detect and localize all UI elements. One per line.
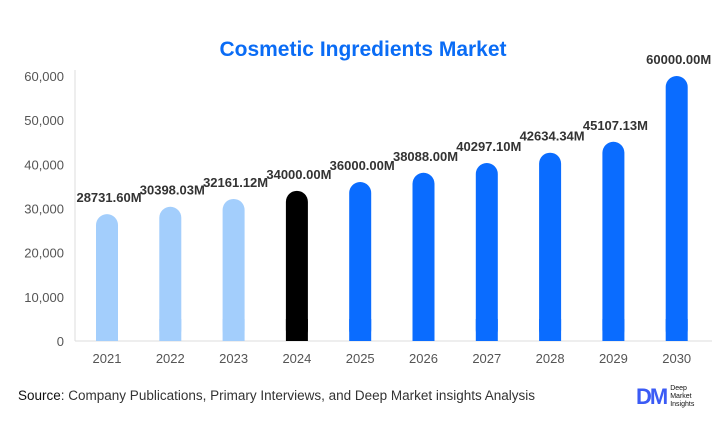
bar [222, 198, 245, 341]
x-tick-label: 2029 [599, 351, 628, 366]
bar-base [475, 319, 498, 341]
bar [412, 172, 435, 341]
bar-base [539, 319, 562, 341]
bar [665, 76, 688, 341]
bar-base [159, 319, 182, 341]
y-tick-label: 0 [57, 334, 64, 349]
bar-base [285, 319, 308, 341]
y-tick-label: 40,000 [24, 157, 64, 172]
bar-base [412, 319, 435, 341]
data-label: 40297.10M [456, 139, 521, 154]
x-tick-label: 2022 [156, 351, 185, 366]
data-label: 32161.12M [203, 175, 268, 190]
x-tick-label: 2025 [346, 351, 375, 366]
data-label: 60000.00M [646, 52, 711, 67]
bar [475, 163, 498, 341]
y-tick-label: 30,000 [24, 202, 64, 217]
logo-line: Insights [670, 401, 695, 408]
logo-line: Deep [670, 385, 687, 392]
bar [96, 214, 118, 341]
bar-base [602, 319, 625, 341]
data-label: 36000.00M [330, 158, 395, 173]
source-label: Source [18, 388, 61, 403]
bar [159, 206, 182, 341]
bar-base [665, 319, 688, 341]
data-label: 34000.00M [266, 167, 331, 182]
logo-line: Market [670, 393, 692, 400]
bar-base [349, 319, 372, 341]
logo-mark: DM [636, 384, 668, 409]
data-label: 42634.34M [520, 129, 585, 144]
x-tick-label: 2023 [219, 351, 248, 366]
bar-base [222, 319, 245, 341]
source-text: : Company Publications, Primary Intervie… [60, 388, 535, 403]
x-tick-label: 2027 [472, 351, 501, 366]
x-tick-label: 2024 [282, 351, 311, 366]
y-tick-label: 20,000 [24, 246, 64, 261]
x-tick-label: 2030 [662, 351, 691, 366]
x-tick-label: 2026 [409, 351, 438, 366]
chart-title: Cosmetic Ingredients Market [219, 38, 507, 61]
data-label: 45107.13M [583, 118, 648, 133]
bar [539, 152, 562, 341]
bar [285, 190, 308, 341]
x-tick-label: 2028 [536, 351, 565, 366]
data-label: 30398.03M [140, 183, 205, 198]
bar-base [96, 319, 118, 341]
x-tick-label: 2021 [93, 351, 122, 366]
data-label: 28731.60M [76, 190, 141, 205]
data-label: 38088.00M [393, 149, 458, 164]
y-tick-label: 50,000 [24, 113, 64, 128]
bar [349, 182, 372, 341]
company-logo: DM Deep Market Insights [636, 384, 694, 410]
y-tick-label: 10,000 [24, 290, 64, 305]
bar [602, 141, 625, 341]
y-tick-label: 60,000 [24, 69, 64, 84]
source-note: Source: Company Publications, Primary In… [18, 388, 535, 403]
